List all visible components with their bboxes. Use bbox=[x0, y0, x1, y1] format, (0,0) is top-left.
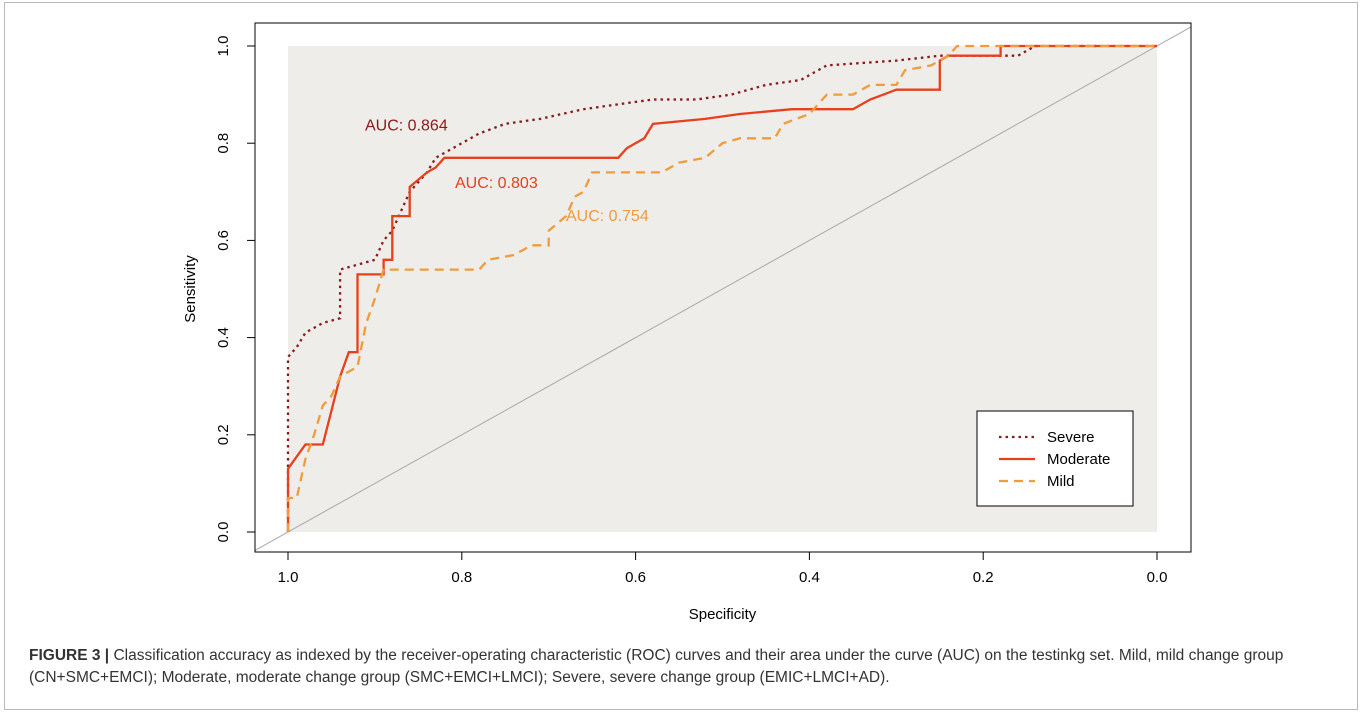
roc-curve-mild bbox=[286, 44, 1157, 532]
x-tick-label: 0.8 bbox=[451, 569, 472, 586]
roc-curve-moderate bbox=[286, 44, 1157, 532]
y-tick-label: 0.6 bbox=[215, 230, 232, 251]
y-axis: 0.0 0.2 0.4 0.6 0.8 1.0 Sensitivity bbox=[182, 36, 255, 543]
y-tick-label: 0.8 bbox=[215, 133, 232, 154]
legend-label-moderate: Moderate bbox=[1047, 451, 1110, 468]
legend: Severe Moderate Mild bbox=[976, 410, 1134, 507]
figure-caption: FIGURE 3 | Classification accuracy as in… bbox=[29, 645, 1349, 689]
auc-label-severe: AUC: 0.864 bbox=[365, 118, 448, 135]
x-tick-label: 0.0 bbox=[1147, 569, 1168, 586]
y-tick-label: 1.0 bbox=[215, 36, 232, 57]
x-tick-label: 0.6 bbox=[625, 569, 646, 586]
legend-label-severe: Severe bbox=[1047, 429, 1095, 446]
y-tick-label: 0.0 bbox=[215, 522, 232, 543]
roc-chart: 1.0 0.8 0.6 0.4 0.2 0.0Specificity0.00.20.40.… bbox=[182, 22, 1192, 623]
y-axis-title: Sensitivity bbox=[182, 255, 199, 323]
x-axis-title: Specificity bbox=[689, 606, 757, 623]
figure-frame: 1.0 0.8 0.6 0.4 0.2 0.0 Specificity 0.0 0.2 0.4 0.… bbox=[4, 2, 1358, 710]
figure-caption-label: FIGURE 3 | bbox=[29, 647, 110, 664]
legend-label-mild: Mild bbox=[1047, 473, 1075, 490]
auc-label-moderate: AUC: 0.803 bbox=[455, 175, 538, 192]
x-tick-label: 0.2 bbox=[973, 569, 994, 586]
y-tick-label: 0.2 bbox=[215, 424, 232, 445]
roc-curves bbox=[286, 44, 1157, 532]
y-tick-label: 0.4 bbox=[215, 327, 232, 348]
x-tick-label: 1.0 bbox=[278, 569, 299, 586]
auc-label-mild: AUC: 0.754 bbox=[566, 208, 649, 225]
x-tick-label: 0.4 bbox=[799, 569, 820, 586]
figure-caption-text: Classification accuracy as indexed by th… bbox=[29, 647, 1284, 686]
diagonal-reference-line bbox=[254, 26, 1192, 551]
x-axis: 1.0 0.8 0.6 0.4 0.2 0.0 Specificity bbox=[278, 551, 1168, 623]
